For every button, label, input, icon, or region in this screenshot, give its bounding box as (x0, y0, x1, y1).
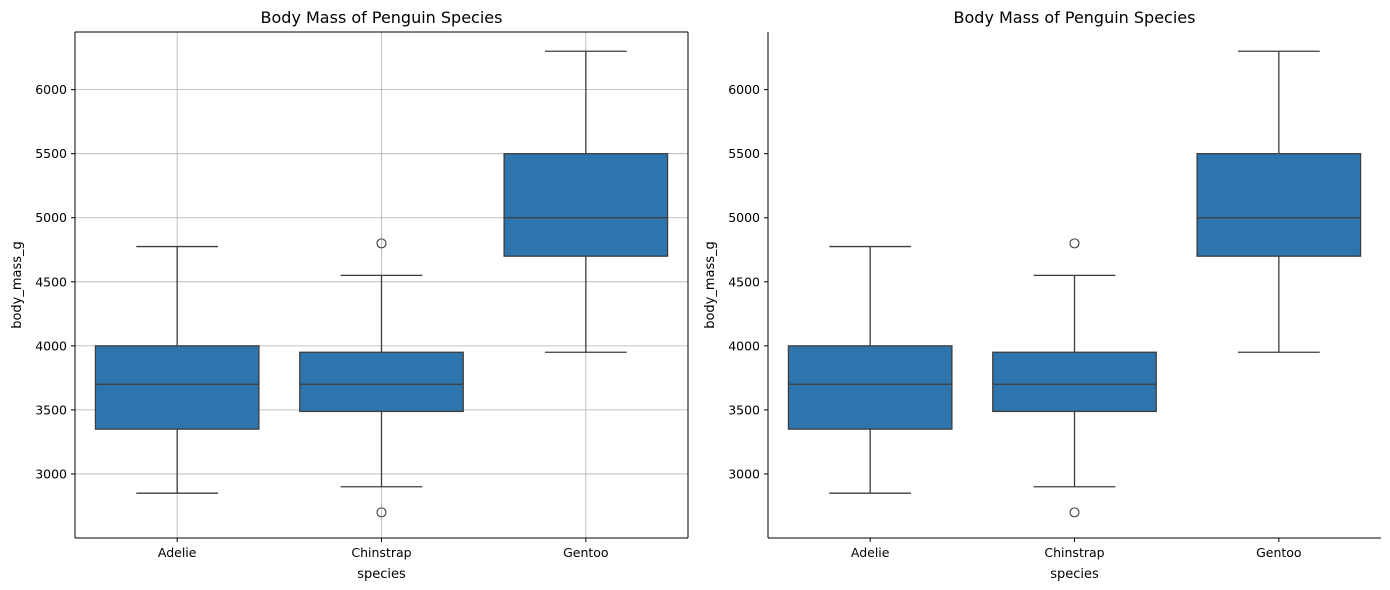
chart-title: Body Mass of Penguin Species (261, 8, 503, 27)
y-tick-label: 3000 (728, 466, 760, 481)
y-tick-label: 3500 (728, 402, 760, 417)
outlier-point (376, 507, 387, 518)
y-tick-label: 5500 (35, 146, 67, 161)
x-tick-label: Adelie (158, 545, 197, 560)
box-adelie (94, 245, 260, 494)
y-tick-label: 4000 (728, 338, 760, 353)
box-chinstrap (299, 238, 464, 518)
x-axis-label: species (1050, 567, 1099, 582)
chart-panel-1: 3000 3500 4000 4500 5000 5500 6000 Adelie Chinst… (10, 8, 689, 582)
y-tick-label: 4500 (35, 274, 67, 289)
outlier-point (1069, 238, 1080, 249)
box-chinstrap (992, 238, 1157, 518)
box-gentoo (1196, 50, 1362, 353)
iqr-box (1196, 153, 1362, 257)
x-tick-label: Chinstrap (1044, 545, 1104, 560)
y-tick-label: 6000 (728, 82, 760, 97)
x-axis-label: species (357, 567, 406, 582)
box-gentoo (503, 50, 669, 353)
outlier-point (376, 238, 387, 249)
outlier-point (1069, 507, 1080, 518)
x-tick-label: Gentoo (563, 545, 609, 560)
iqr-box (299, 351, 464, 413)
y-axis-label: body_mass_g (10, 241, 25, 329)
chart-title: Body Mass of Penguin Species (954, 8, 1196, 27)
y-tick-label: 5000 (728, 210, 760, 225)
y-axis-label: body_mass_g (703, 241, 718, 329)
y-tick-label: 5500 (728, 146, 760, 161)
x-tick-label: Gentoo (1256, 545, 1302, 560)
x-tick-label: Chinstrap (351, 545, 411, 560)
x-tick-label: Adelie (851, 545, 890, 560)
iqr-box (503, 153, 669, 257)
iqr-box (992, 351, 1157, 413)
y-tick-label: 6000 (35, 82, 67, 97)
chart-panel-2: 3000 3500 4000 4500 5000 5500 6000 Adelie Chinst… (703, 8, 1381, 582)
y-tick-label: 3500 (35, 402, 67, 417)
iqr-box (787, 345, 953, 430)
y-tick-label: 5000 (35, 210, 67, 225)
y-tick-label: 4000 (35, 338, 67, 353)
y-tick-label: 4500 (728, 274, 760, 289)
iqr-box (94, 345, 260, 430)
y-tick-label: 3000 (35, 466, 67, 481)
box-adelie (787, 245, 953, 494)
